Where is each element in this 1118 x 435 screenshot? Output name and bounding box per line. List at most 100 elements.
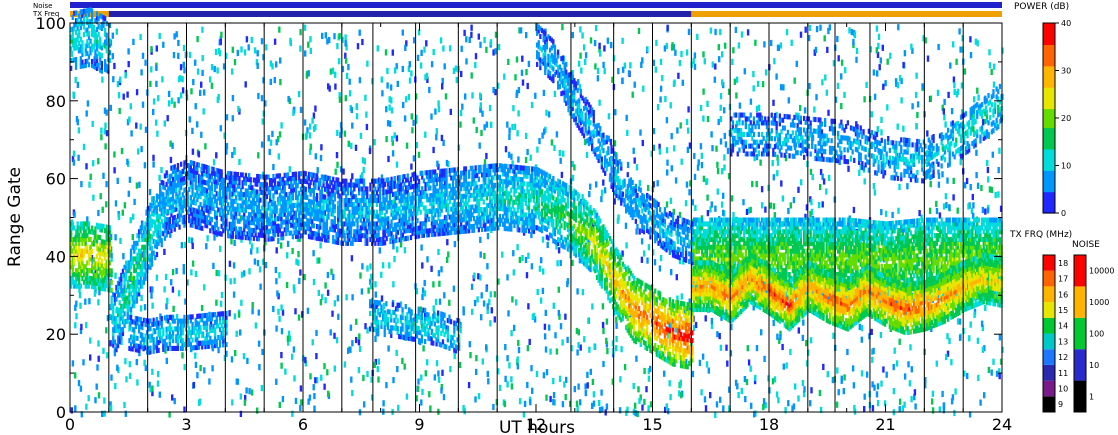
echo-cell (986, 207, 990, 214)
echo-cell (222, 216, 225, 222)
echo-cell (952, 177, 955, 184)
echo-cell (159, 190, 162, 196)
echo-cell (349, 178, 353, 184)
echo-cell (668, 380, 671, 387)
echo-cell (655, 39, 658, 46)
echo-cell (260, 38, 264, 45)
echo-cell (358, 190, 361, 196)
echo-cell (81, 236, 84, 242)
echo-cell (149, 202, 152, 208)
echo-cell (663, 370, 666, 377)
echo-cell (591, 402, 594, 409)
echo-cell (173, 398, 176, 405)
echo-cell (665, 403, 668, 410)
echo-cell (170, 227, 173, 233)
echo-cell (103, 107, 107, 114)
echo-cell (123, 295, 126, 301)
echo-cell (413, 226, 416, 232)
echo-cell (401, 178, 404, 184)
echo-cell (745, 208, 749, 215)
echo-cell (85, 163, 88, 170)
echo-cell (700, 152, 704, 159)
echo-cell (436, 160, 439, 167)
echo-cell (278, 216, 281, 222)
echo-cell (78, 264, 81, 270)
echo-cell (325, 175, 328, 181)
echo-cell (94, 397, 97, 404)
echo-cell (471, 92, 474, 99)
echo-cell (525, 132, 528, 139)
echo-cell (306, 307, 310, 314)
echo-cell (517, 110, 520, 117)
echo-cell (181, 352, 184, 359)
echo-cell (643, 250, 646, 257)
echo-cell (246, 192, 249, 198)
echo-cell (209, 208, 212, 214)
echo-cell (257, 236, 260, 242)
echo-cell (972, 202, 975, 209)
echo-cell (808, 83, 811, 90)
echo-cell (238, 183, 241, 189)
echo-cell (188, 186, 191, 192)
echo-cell (286, 195, 290, 201)
echo-cell (91, 264, 94, 270)
echo-cell (680, 158, 683, 165)
echo-cell (138, 256, 141, 262)
echo-cell (427, 332, 430, 339)
echo-cell (356, 205, 359, 211)
echo-cell (173, 199, 176, 205)
echo-cell (286, 176, 290, 182)
echo-cell (382, 193, 385, 199)
echo-cell (182, 268, 185, 275)
echo-cell (911, 103, 914, 110)
echo-cell (89, 256, 92, 262)
echo-cell (805, 340, 808, 347)
echo-cell (171, 176, 175, 182)
echo-cell (494, 48, 497, 55)
echo-cell (408, 215, 411, 221)
echo-cell (280, 219, 283, 225)
echo-cell (260, 182, 264, 188)
echo-cell (178, 224, 181, 230)
echo-cell (345, 240, 348, 246)
echo-cell (207, 184, 210, 190)
echo-cell (183, 406, 186, 413)
echo-cell (847, 165, 850, 172)
echo-cell (248, 223, 251, 229)
echo-cell (265, 186, 269, 192)
echo-cell (311, 339, 314, 346)
echo-cell (79, 327, 83, 335)
echo-cell (252, 216, 256, 222)
echo-cell (343, 205, 346, 211)
echo-cell (84, 275, 87, 281)
echo-cell (324, 282, 327, 289)
echo-cell (980, 184, 983, 192)
echo-cell (186, 174, 189, 180)
echo-cell (717, 118, 720, 126)
echo-cell (162, 207, 165, 213)
echo-cell (254, 189, 257, 195)
echo-cell (104, 122, 107, 129)
echo-cell (351, 389, 354, 397)
echo-cell (734, 379, 738, 386)
echo-cell (430, 328, 434, 335)
echo-cell (379, 190, 382, 196)
echo-cell (872, 347, 875, 354)
echo-cell (116, 284, 120, 290)
echo-cell (640, 256, 644, 263)
echo-cell (956, 88, 960, 95)
echo-cell (331, 67, 335, 74)
echo-cell (333, 192, 336, 198)
echo-cell (678, 258, 682, 265)
echo-cell (611, 351, 615, 358)
echo-cell (136, 283, 139, 289)
echo-cell (255, 59, 259, 66)
echo-cell (70, 50, 74, 57)
echo-cell (948, 204, 951, 211)
echo-cell (286, 215, 290, 221)
echo-cell (692, 324, 696, 331)
echo-cell (335, 235, 338, 241)
echo-cell (254, 228, 257, 234)
echo-cell (193, 161, 196, 167)
echo-cell (275, 185, 278, 191)
